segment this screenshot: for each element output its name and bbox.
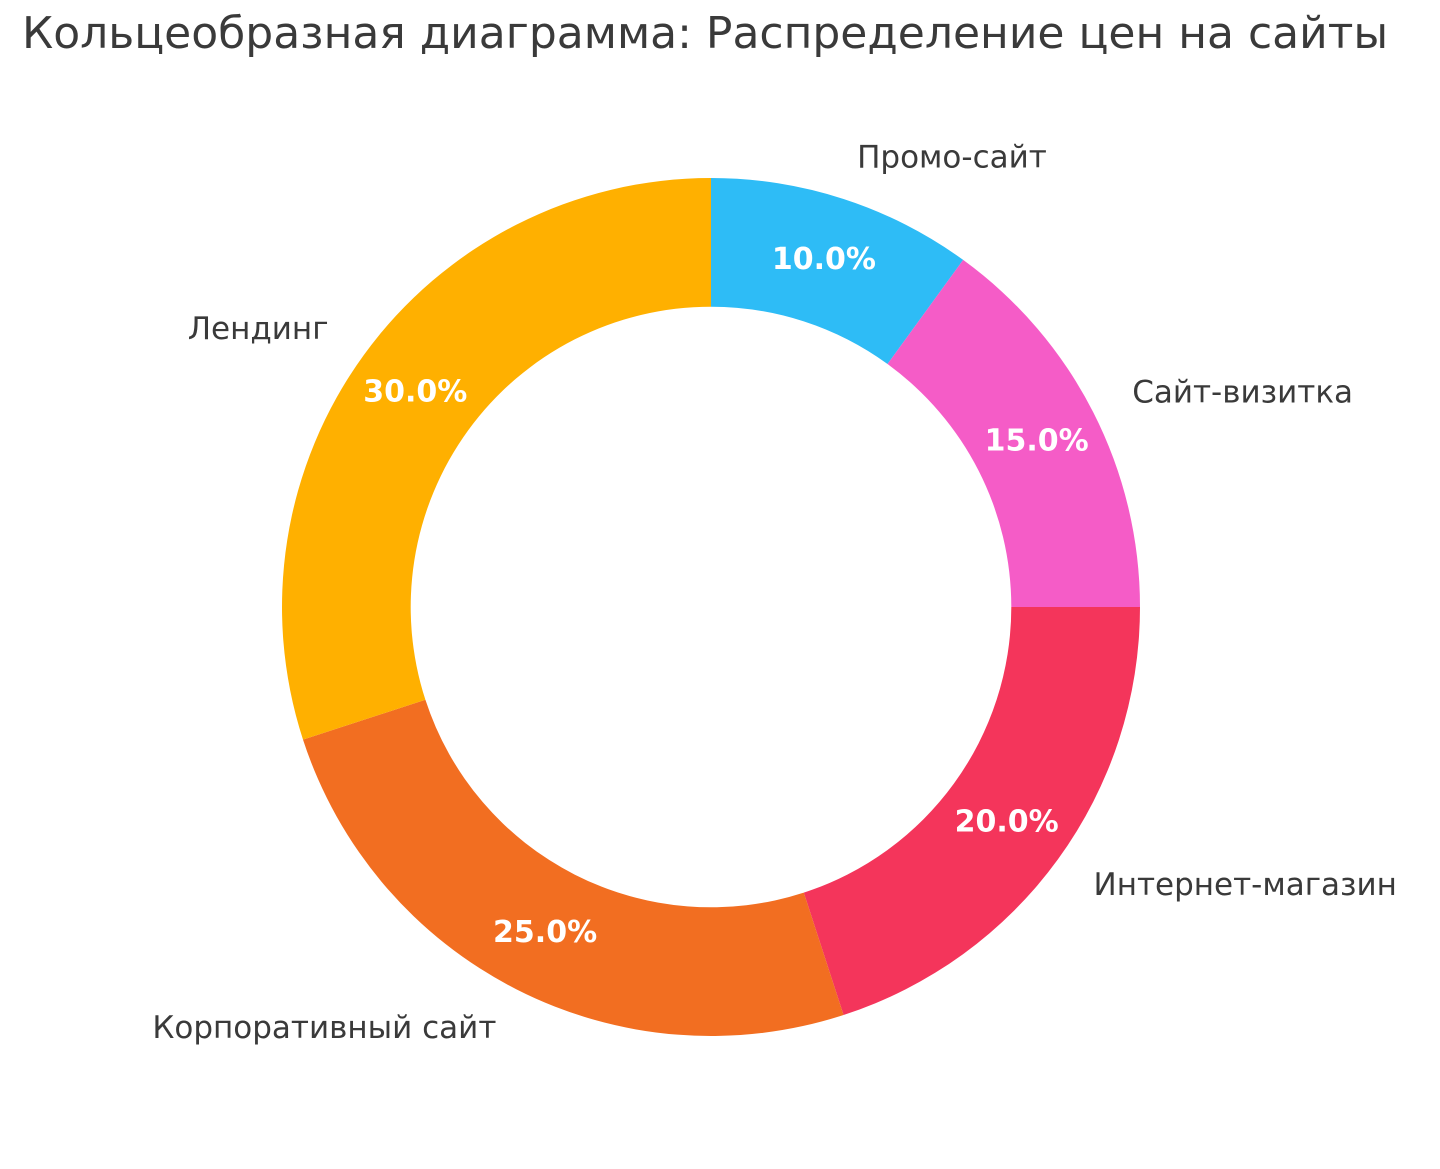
donut-wedges-group [282,177,1140,1036]
category-label-0: Промо-сайт [857,139,1047,175]
percent-label-3: 25.0% [493,915,597,950]
percent-label-4: 30.0% [363,375,467,410]
percent-label-0: 10.0% [772,242,876,277]
pie-slice-3 [303,699,844,1036]
category-label-4: Лендинг [188,311,329,347]
donut-category-labels-group: Промо-сайт Сайт-визитка Интернет-магазин Ко… [152,139,1397,1046]
pie-slice-4 [282,178,711,740]
category-label-1: Сайт-визитка [1132,374,1353,410]
pie-slice-0 [711,177,964,365]
category-label-3: Корпоративный сайт [152,1010,496,1046]
pie-slice-1 [887,259,1140,607]
chart-title: Кольцеобразная диаграмма: Распределение … [22,8,1389,59]
pie-slice-2 [803,607,1140,1015]
percent-label-2: 20.0% [955,804,1059,839]
category-label-2: Интернет-магазин [1094,867,1397,903]
donut-percent-labels-group: 10.0% 15.0% 20.0% 25.0% 30.0% [363,242,1088,950]
percent-label-1: 15.0% [985,424,1089,459]
